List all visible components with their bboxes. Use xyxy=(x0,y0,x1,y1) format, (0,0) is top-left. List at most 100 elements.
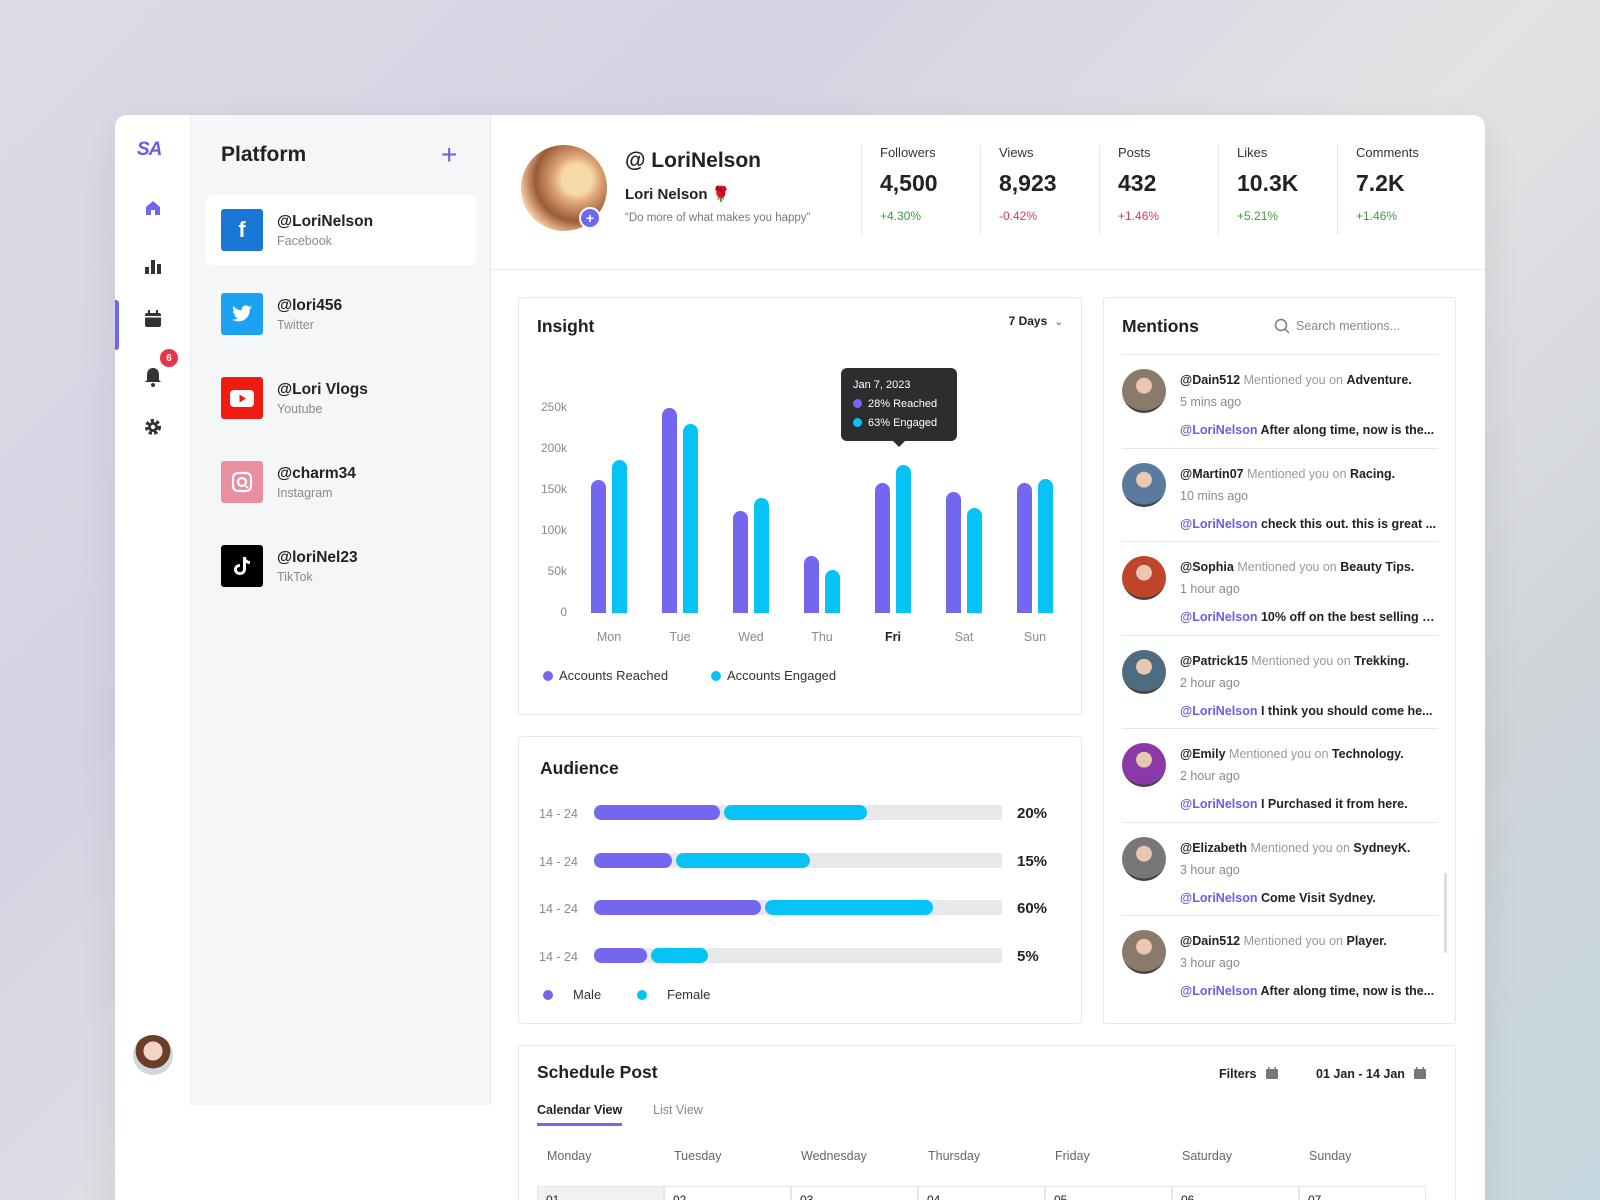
audience-percent: 15% xyxy=(1017,852,1048,870)
stat-label: Posts xyxy=(1118,145,1151,160)
audience-percent: 5% xyxy=(1017,947,1039,965)
add-story-button[interactable]: + xyxy=(579,207,601,229)
bar-engaged-sun[interactable] xyxy=(1038,478,1053,613)
bar-engaged-fri[interactable] xyxy=(896,465,911,613)
x-tick: Sun xyxy=(1023,630,1047,644)
bar-reached-wed[interactable] xyxy=(733,510,748,613)
mention-avatar xyxy=(1122,743,1166,787)
search-input[interactable]: Search mentions... xyxy=(1296,319,1401,333)
audience-percent: 60% xyxy=(1017,900,1048,917)
mention-item[interactable]: @Martin07 Mentioned you on Racing. 10 min… xyxy=(1122,447,1438,542)
mentions-title: Mentions xyxy=(1122,316,1199,336)
calendar-icon[interactable] xyxy=(115,299,191,339)
date-range-picker[interactable]: 01 Jan - 14 Jan xyxy=(1316,1067,1427,1081)
stat-change: +1.46% xyxy=(1356,209,1398,223)
scrollbar[interactable] xyxy=(1444,873,1447,953)
network-name: Instagram xyxy=(277,485,333,500)
stat-value: 7.2K xyxy=(1356,170,1405,196)
calendar-cell[interactable]: 03 xyxy=(791,1186,918,1200)
female-bar xyxy=(765,900,933,915)
notification-badge: 6 xyxy=(160,349,178,367)
bar-engaged-thu[interactable] xyxy=(825,570,840,613)
mention-item[interactable]: @Dain512 Mentioned you on Adventure. 5 mi… xyxy=(1122,354,1438,448)
stat-followers: Followers 4,500 +4.30% xyxy=(861,145,938,235)
tab-list-view[interactable]: List View xyxy=(653,1103,703,1117)
settings-icon[interactable] xyxy=(115,407,191,447)
calendar-cell[interactable]: 02 xyxy=(664,1186,791,1200)
bar-engaged-tue[interactable] xyxy=(683,424,698,613)
bar-reached-fri[interactable] xyxy=(875,483,890,613)
network-name: Twitter xyxy=(277,317,314,332)
legend-reached: Accounts Reached xyxy=(543,668,668,683)
bar-engaged-sat[interactable] xyxy=(967,508,982,613)
calendar-cell[interactable]: 06 xyxy=(1172,1186,1299,1200)
audience-percent: 20% xyxy=(1017,805,1048,822)
bar-reached-mon[interactable] xyxy=(591,480,606,613)
mention-summary: @Emily Mentioned you on Technology. xyxy=(1180,747,1404,761)
bar-reached-sun[interactable] xyxy=(1017,483,1032,613)
stat-change: +5.21% xyxy=(1237,209,1279,223)
mention-avatar xyxy=(1122,649,1166,694)
mentions-search[interactable]: Search mentions... xyxy=(1274,318,1400,334)
calendar-cell[interactable]: 04 xyxy=(918,1186,1045,1200)
platform-item-twitter[interactable]: @lori456 Twitter xyxy=(206,279,476,349)
stat-label: Views xyxy=(999,145,1034,160)
x-tick: Sat xyxy=(954,630,974,644)
mention-item[interactable]: @Emily Mentioned you on Technology. 2 hou… xyxy=(1122,728,1438,822)
profile-handle: @ LoriNelson xyxy=(625,149,761,172)
y-tick: 50k xyxy=(547,564,567,578)
bar-reached-tue[interactable] xyxy=(662,408,677,613)
network-name: Facebook xyxy=(277,233,332,248)
age-range: 14 - 24 xyxy=(539,854,578,869)
platform-item-tiktok[interactable]: @loriNel23 TikTok xyxy=(206,531,476,601)
weekday-label: Monday xyxy=(547,1149,592,1163)
mention-summary: @Dain512 Mentioned you on Player. xyxy=(1180,934,1387,948)
insight-card: Insight 7 Days ⌄ 0 50k 100k 150k 200k 250k Mo… xyxy=(518,297,1082,715)
age-range: 14 - 24 xyxy=(539,807,578,821)
filters-button[interactable]: Filters xyxy=(1219,1067,1278,1081)
mention-item[interactable]: @Patrick15 Mentioned you on Trekking. 2 h… xyxy=(1122,634,1438,729)
audience-card: Audience 14 - 24 20% 14 - 24 15% 14 - 24 60% 1… xyxy=(518,736,1082,1024)
dashboard-window: SA 6 Platform + f @LoriNelson Facebook xyxy=(115,115,1485,1200)
home-icon[interactable] xyxy=(115,188,191,228)
calendar-cell[interactable]: 07 xyxy=(1299,1186,1426,1200)
calendar-cell[interactable]: 01 xyxy=(537,1186,664,1200)
mention-item[interactable]: @Sophia Mentioned you on Beauty Tips. 1 h… xyxy=(1122,541,1438,635)
notifications-icon[interactable]: 6 xyxy=(115,349,191,397)
mention-item[interactable]: @Elizabeth Mentioned you on SydneyK. 3 ho… xyxy=(1122,821,1438,916)
platform-item-instagram[interactable]: @charm34 Instagram xyxy=(206,447,476,517)
stat-likes: Likes 10.3K +5.21% xyxy=(1218,145,1298,235)
calendar-icon xyxy=(1266,1067,1278,1079)
bar-engaged-mon[interactable] xyxy=(612,459,627,613)
male-bar xyxy=(594,852,672,868)
bar-reached-thu[interactable] xyxy=(804,555,819,613)
bar-engaged-wed[interactable] xyxy=(754,498,769,613)
active-indicator xyxy=(115,300,119,350)
calendar-cell[interactable]: 05 xyxy=(1045,1186,1172,1200)
y-tick: 250k xyxy=(540,400,567,414)
schedule-card: Schedule Post Filters 01 Jan - 14 Jan Ca… xyxy=(518,1045,1456,1200)
platform-item-facebook[interactable]: f @LoriNelson Facebook xyxy=(206,195,476,265)
tiktok-icon xyxy=(221,545,263,587)
mentions-card: Mentions Search mentions... @Dain512 Men… xyxy=(1103,297,1456,1024)
female-bar xyxy=(651,947,709,963)
bar-reached-sat[interactable] xyxy=(946,492,961,613)
tab-calendar-view[interactable]: Calendar View xyxy=(537,1103,623,1126)
weekday-label: Wednesday xyxy=(801,1149,867,1163)
audience-row: 14 - 24 20% xyxy=(539,805,1059,825)
mention-summary: @Patrick15 Mentioned you on Trekking. xyxy=(1180,653,1410,668)
stat-change: -0.42% xyxy=(999,209,1038,223)
analytics-icon[interactable] xyxy=(115,246,191,286)
tooltip-engaged: 63% Engaged xyxy=(853,414,945,433)
add-platform-button[interactable]: + xyxy=(441,139,458,170)
stat-comments: Comments 7.2K +1.46% xyxy=(1337,145,1419,235)
app-logo[interactable]: SA xyxy=(137,139,162,160)
weekday-label: Tuesday xyxy=(674,1149,722,1163)
stat-views: Views 8,923 -0.42% xyxy=(980,145,1057,235)
account-handle: @LoriNelson xyxy=(277,212,374,230)
range-dropdown[interactable]: 7 Days ⌄ xyxy=(1009,314,1063,328)
platform-item-youtube[interactable]: @Lori Vlogs Youtube xyxy=(206,363,476,433)
mention-item[interactable]: @Dain512 Mentioned you on Player. 3 hour … xyxy=(1122,915,1438,1009)
mention-text: @LoriNelson check this out. this is grea… xyxy=(1180,516,1437,531)
user-avatar[interactable] xyxy=(133,1035,173,1075)
